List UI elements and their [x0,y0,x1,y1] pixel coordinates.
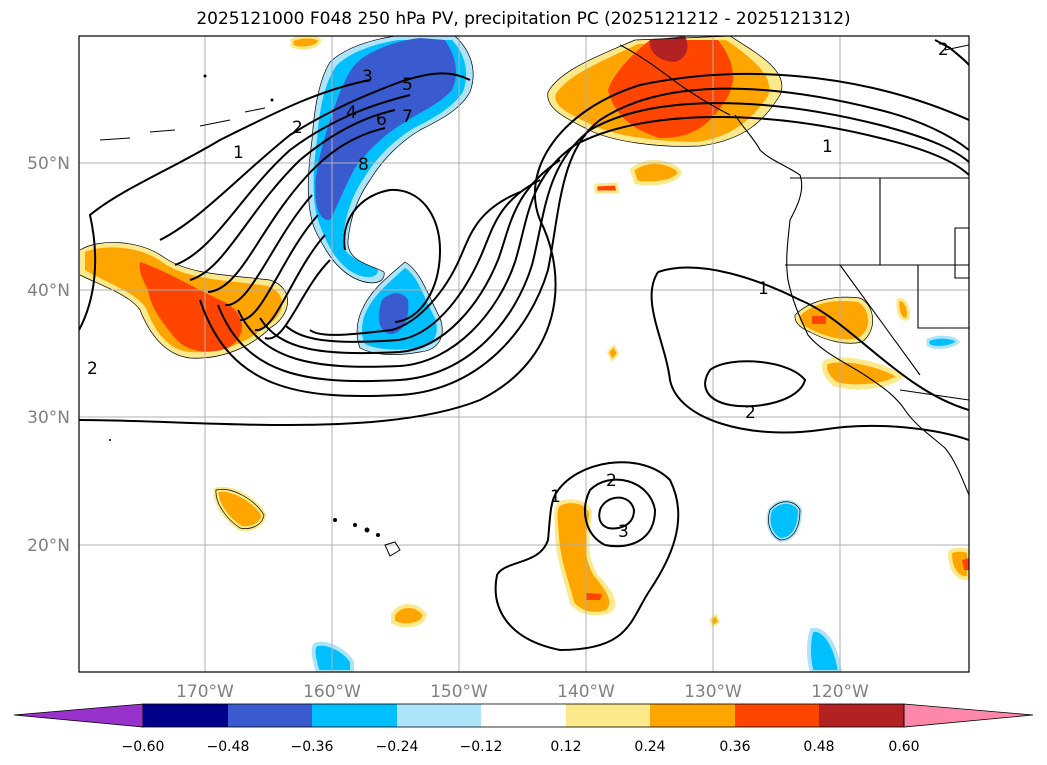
contour-label: 2 [745,403,756,423]
colorbar-tick: 0.36 [719,739,750,755]
lat-label: 40°N [27,281,70,301]
map-title: 2025121000 F048 250 hPa PV, precipitatio… [196,9,851,29]
lat-label: 50°N [27,154,70,174]
colorbar-bin [312,704,397,727]
colorbar-tick: −0.48 [207,739,250,755]
colorbar-tick: 0.48 [803,739,834,755]
contour-label: 1 [233,143,244,163]
colorbar-bin [735,704,819,727]
contour-label: 1 [550,487,561,507]
contour-label: 2 [292,118,303,138]
colorbar-tick: 0.60 [888,739,919,755]
lon-label: 170°W [176,682,234,702]
colorbar-tick: −0.12 [460,739,503,755]
colorbar-extend-min [13,703,144,728]
coastlines [99,44,969,496]
map-gridlines [79,36,969,672]
colorbar-bin [566,704,650,727]
shading-outline [79,36,873,541]
contour-label: 1 [758,279,769,299]
colorbar-tick: 0.24 [634,739,665,755]
contour-label: 2 [606,471,617,491]
contour-labels: 1 2 3 4 5 6 7 8 1 2 1 2 3 1 2 2 [87,40,949,542]
colorbar-tick: −0.24 [376,739,419,755]
lat-label: 20°N [27,536,70,556]
contour-label: 3 [618,522,629,542]
map-area: 1 2 3 4 5 6 7 8 1 2 1 2 3 1 2 2 [79,36,969,672]
lon-label: 130°W [684,682,742,702]
contour-label: 3 [362,67,373,87]
colorbar-bin [819,704,904,727]
lon-label: 160°W [303,682,361,702]
latitude-labels: 50°N 40°N 30°N 20°N [27,154,70,556]
lon-label: 120°W [811,682,869,702]
pv-contours [79,39,969,652]
contour-label: 8 [358,155,369,175]
map-frame [78,35,970,673]
contour-label: 1 [822,137,833,157]
contour-label: 2 [938,40,949,60]
contour-label: 7 [402,107,413,127]
contour-label: 4 [346,103,357,123]
colorbar-tick: −0.36 [291,739,334,755]
colorbar: −0.60 −0.48 −0.36 −0.24 −0.12 0.12 0.24 … [13,703,1034,755]
lat-label: 30°N [27,408,70,428]
contour-label: 6 [376,110,387,130]
colorbar-bin [143,704,228,727]
precip-positive-shading [80,36,969,628]
colorbar-bin [481,704,566,727]
lon-label: 140°W [557,682,615,702]
contour-label: 2 [87,359,98,379]
lon-label: 150°W [430,682,488,702]
colorbar-bin [650,704,735,727]
colorbar-bin [397,704,481,727]
contour-label: 5 [402,75,413,95]
colorbar-ticks: −0.60 −0.48 −0.36 −0.24 −0.12 0.12 0.24 … [122,739,920,755]
colorbar-extend-max [903,703,1034,728]
colorbar-bin [228,704,312,727]
islands [109,74,401,557]
colorbar-tick: 0.12 [550,739,581,755]
colorbar-tick: −0.60 [122,739,165,755]
longitude-labels: 170°W 160°W 150°W 140°W 130°W 120°W [176,682,869,702]
